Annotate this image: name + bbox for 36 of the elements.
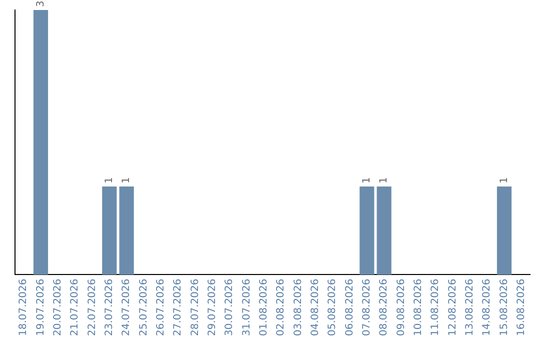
x-tick-label: 30.07.2026 — [224, 278, 236, 336]
x-tick-label: 08.08.2026 — [378, 278, 390, 336]
x-tick-label: 04.08.2026 — [310, 278, 322, 336]
x-tick-label: 13.08.2026 — [464, 278, 476, 336]
x-tick-label: 01.08.2026 — [258, 278, 270, 336]
x-tick-label: 12.08.2026 — [447, 278, 458, 336]
x-tick-label: 15.08.2026 — [498, 278, 510, 336]
x-tick-label: 21.07.2026 — [70, 278, 81, 336]
x-tick-label: 09.08.2026 — [396, 278, 407, 336]
x-tick-label: 24.07.2026 — [121, 278, 132, 336]
x-tick-label: 11.08.2026 — [430, 278, 442, 336]
x-tick-label: 19.07.2026 — [35, 278, 46, 336]
x-tick-label: 07.08.2026 — [362, 278, 373, 336]
data-label: 3 — [35, 0, 46, 7]
x-tick-label: 27.07.2026 — [172, 278, 184, 336]
x-tick-label: 29.07.2026 — [207, 278, 218, 336]
x-tick-label: 28.07.2026 — [190, 278, 201, 336]
x-tick-label: 16.08.2026 — [516, 278, 528, 336]
data-label: 1 — [121, 177, 132, 184]
x-tick-label: 05.08.2026 — [327, 278, 338, 336]
x-tick-label: 10.08.2026 — [413, 278, 424, 336]
x-tick-label: 06.08.2026 — [344, 278, 356, 336]
x-tick-label: 25.07.2026 — [138, 278, 150, 336]
x-tick-label: 18.07.2026 — [18, 278, 30, 336]
x-tick-label: 22.07.2026 — [86, 278, 98, 336]
x-tick-label: 14.08.2026 — [482, 278, 493, 336]
data-label: 1 — [104, 177, 116, 184]
data-label: 1 — [362, 177, 373, 184]
x-tick-label: 02.08.2026 — [276, 278, 287, 336]
x-tick-label: 31.07.2026 — [241, 278, 252, 336]
x-tick-label: 26.07.2026 — [156, 278, 167, 336]
x-tick-label: 23.07.2026 — [104, 278, 116, 336]
x-tick-label: 03.08.2026 — [292, 278, 304, 336]
x-tick-label: 20.07.2026 — [52, 278, 64, 336]
data-label: 1 — [378, 177, 390, 184]
data-label: 1 — [498, 177, 510, 184]
